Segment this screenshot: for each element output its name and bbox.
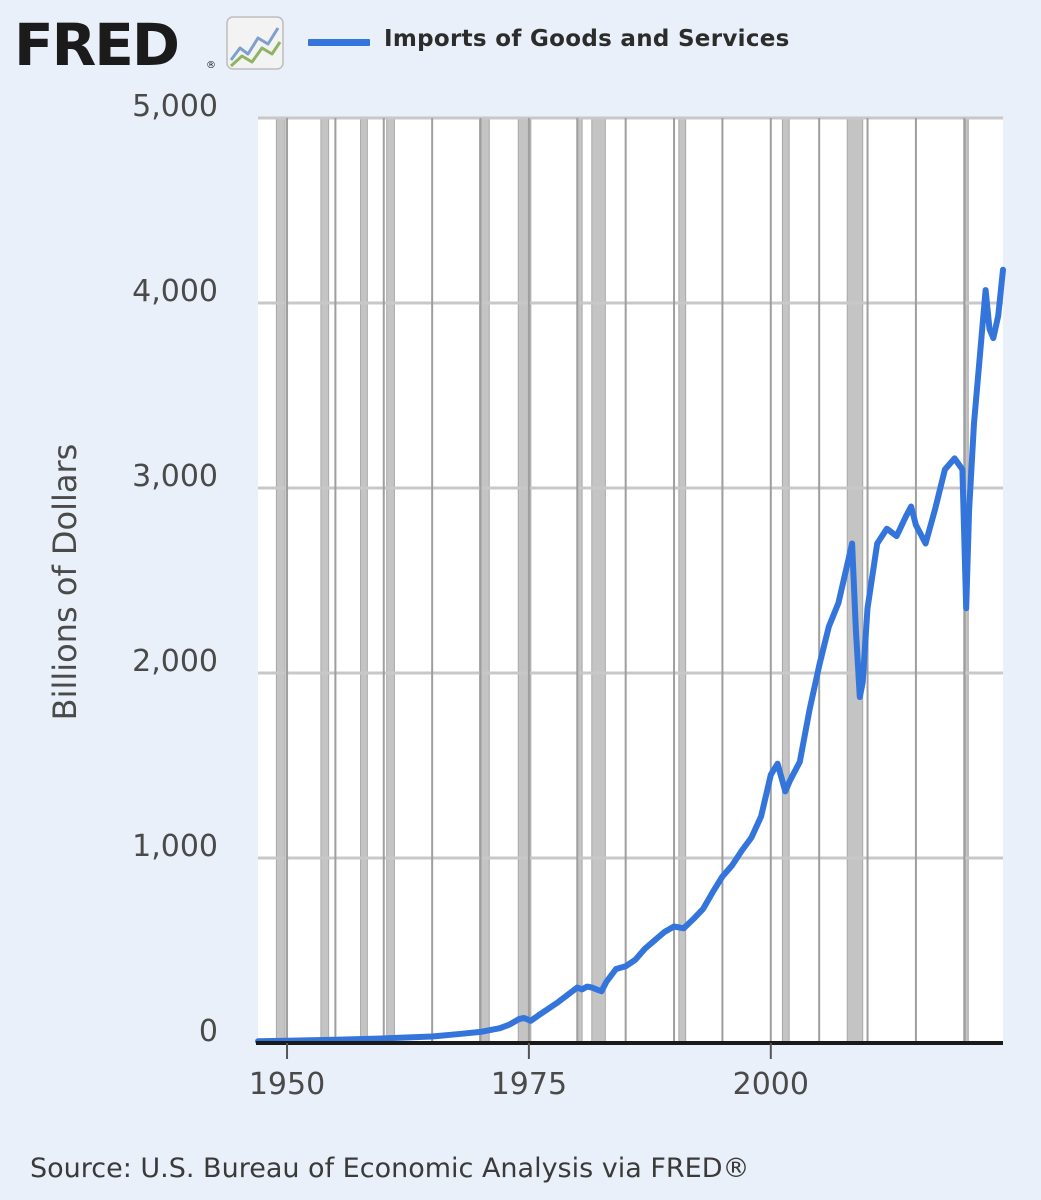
header: FRED ® Imports of Goods and Services	[0, 0, 1041, 90]
series-layer	[255, 266, 1006, 1045]
recession-band	[275, 117, 286, 1044]
y-tick-label: 0	[199, 1014, 218, 1049]
x-tick-label: 1975	[491, 1067, 567, 1102]
legend-swatch	[308, 39, 370, 46]
recession-band	[591, 117, 606, 1044]
recession-band	[386, 117, 395, 1044]
legend-label: Imports of Goods and Services	[384, 26, 790, 52]
y-tick-label: 5,000	[132, 89, 218, 124]
recession-band	[781, 117, 790, 1044]
axes	[256, 1041, 1003, 1059]
y-tick-label: 3,000	[132, 459, 218, 494]
plot-background	[258, 118, 1003, 1043]
series-line	[255, 266, 1006, 1045]
gridlines	[258, 116, 1003, 1043]
x-tick-label: 2000	[733, 1067, 809, 1102]
y-tick-label: 2,000	[132, 644, 218, 679]
recession-band	[678, 117, 687, 1044]
recession-band	[320, 117, 330, 1044]
line-graph-icon	[226, 16, 284, 70]
y-tick-label: 4,000	[132, 274, 218, 309]
registered-mark: ®	[206, 60, 216, 71]
fred-logo[interactable]: FRED	[14, 11, 180, 79]
recession-band	[360, 117, 368, 1044]
source-note: Source: U.S. Bureau of Economic Analysis…	[30, 1153, 750, 1184]
x-tick-labels: 1950 1975 2000	[249, 1067, 809, 1102]
y-tick-label: 1,000	[132, 829, 218, 864]
y-tick-labels: 0 1,000 2,000 3,000 4,000 5,000	[132, 89, 218, 1049]
y-axis-title: Billions of Dollars	[46, 444, 84, 721]
x-tick-label: 1950	[249, 1067, 325, 1102]
